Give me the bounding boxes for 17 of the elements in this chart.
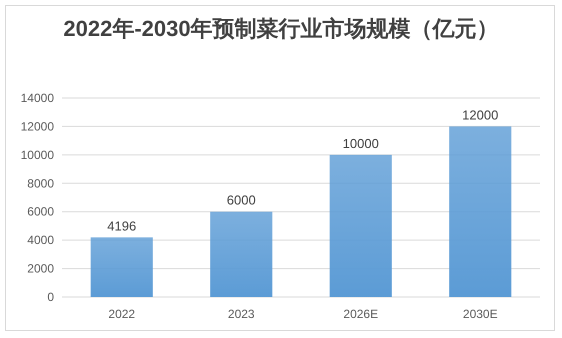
y-tick-label: 4000	[27, 233, 54, 248]
y-tick-label: 0	[47, 290, 54, 304]
data-label: 4196	[107, 218, 136, 234]
y-tick-label: 2000	[27, 262, 54, 276]
x-tick-label: 2022	[108, 307, 136, 321]
y-tick-label: 10000	[20, 148, 54, 162]
x-tick-label: 2026E	[343, 307, 378, 321]
y-tick-label: 14000	[20, 91, 54, 105]
x-tick-label: 2030E	[462, 307, 498, 321]
y-tick-label: 12000	[20, 119, 54, 134]
data-label: 6000	[226, 192, 256, 208]
data-label: 10000	[342, 136, 379, 151]
title: 2022年-2030年预制菜行业市场规模（亿元）	[62, 15, 500, 43]
data-label: 12000	[462, 107, 498, 122]
x-tick-label: 2023	[228, 307, 255, 321]
y-tick-label: 8000	[27, 176, 54, 190]
y-tick-label: 6000	[27, 204, 54, 219]
